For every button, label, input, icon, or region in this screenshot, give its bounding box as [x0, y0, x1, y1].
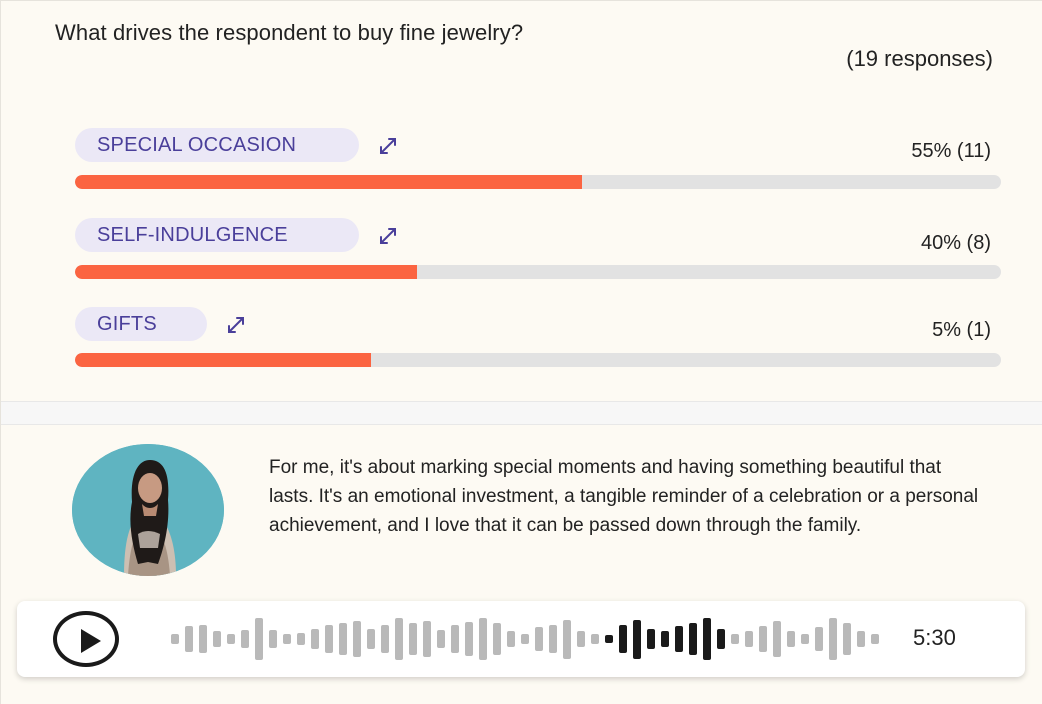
waveform-bar — [185, 626, 193, 652]
waveform-bar — [507, 631, 515, 647]
waveform-bar — [759, 626, 767, 652]
waveform-bar — [171, 633, 179, 645]
waveform-bar — [227, 633, 235, 645]
option-progress-fill — [75, 353, 372, 367]
survey-card: What drives the respondent to buy fine j… — [1, 1, 1042, 401]
waveform-bar — [871, 633, 879, 645]
waveform-bar — [829, 618, 837, 660]
waveform-bar — [843, 623, 851, 655]
waveform-bar — [801, 633, 809, 645]
waveform-bar — [311, 628, 319, 650]
waveform-bar — [479, 618, 487, 660]
audio-player: 5:30 — [17, 601, 1025, 677]
waveform-bar — [367, 628, 375, 650]
waveform-bar — [787, 631, 795, 647]
waveform-bar — [549, 624, 557, 654]
waveform-bar — [717, 628, 725, 650]
waveform-bar — [423, 620, 431, 658]
waveform-bar — [591, 633, 599, 645]
waveform-bar — [689, 623, 697, 655]
option-label-pill: SPECIAL OCCASION — [75, 128, 359, 162]
waveform-bar — [703, 618, 711, 660]
waveform-bar — [395, 618, 403, 660]
waveform-bar — [647, 628, 655, 650]
waveform-bar — [605, 635, 613, 643]
waveform-bar — [269, 629, 277, 649]
waveform-bar — [339, 623, 347, 655]
option-row-self-indulgence: SELF-INDULGENCE 40% (8) — [75, 218, 1001, 288]
option-progress-track — [75, 265, 1001, 279]
waveform-bar — [633, 619, 641, 659]
waveform-bar — [297, 633, 305, 645]
play-icon[interactable] — [53, 611, 119, 667]
expand-arrows-icon[interactable] — [226, 315, 246, 335]
testimonial-card: For me, it's about marking special momen… — [1, 425, 1042, 704]
waveform-bar — [353, 620, 361, 658]
audio-duration: 5:30 — [913, 625, 956, 650]
waveform-bar — [857, 631, 865, 647]
option-percent: 55% (11) — [911, 140, 991, 162]
option-row-special-occasion: SPECIAL OCCASION 55% (11) — [75, 128, 1001, 198]
waveform-bar — [731, 633, 739, 645]
response-count: (19 responses) — [846, 46, 993, 71]
avatar — [72, 444, 224, 576]
waveform-bar — [773, 620, 781, 658]
expand-arrows-icon[interactable] — [378, 226, 398, 246]
waveform-bar — [563, 619, 571, 659]
waveform-bar — [409, 623, 417, 655]
waveform-bar — [535, 627, 543, 651]
audio-waveform[interactable] — [171, 613, 891, 665]
option-progress-track — [75, 175, 1001, 189]
option-progress-track — [75, 353, 1001, 367]
waveform-bar — [577, 631, 585, 647]
option-label-pill: GIFTS — [75, 307, 207, 341]
option-progress-fill — [75, 175, 582, 189]
waveform-bar — [493, 623, 501, 655]
expand-arrows-icon[interactable] — [378, 136, 398, 156]
waveform-bar — [661, 631, 669, 647]
option-row-gifts: GIFTS 5% (1) — [75, 307, 1001, 377]
waveform-bar — [521, 633, 529, 645]
waveform-bar — [745, 631, 753, 647]
waveform-bar — [255, 618, 263, 660]
option-label-pill: SELF-INDULGENCE — [75, 218, 359, 252]
section-divider — [1, 401, 1042, 425]
waveform-bar — [619, 624, 627, 654]
waveform-bar — [381, 624, 389, 654]
waveform-bar — [437, 629, 445, 649]
waveform-bar — [815, 627, 823, 651]
waveform-bar — [213, 631, 221, 647]
option-percent: 5% (1) — [932, 319, 991, 341]
waveform-bar — [283, 633, 291, 645]
respondent-portrait-icon — [72, 444, 224, 576]
waveform-bar — [675, 626, 683, 652]
option-progress-fill — [75, 265, 417, 279]
option-percent: 40% (8) — [920, 232, 991, 254]
waveform-bar — [199, 624, 207, 654]
question-title: What drives the respondent to buy fine j… — [55, 20, 524, 45]
waveform-bar — [465, 622, 473, 656]
testimonial-quote: For me, it's about marking special momen… — [269, 457, 979, 536]
waveform-bar — [241, 629, 249, 649]
waveform-bar — [325, 624, 333, 654]
waveform-bar — [451, 624, 459, 654]
